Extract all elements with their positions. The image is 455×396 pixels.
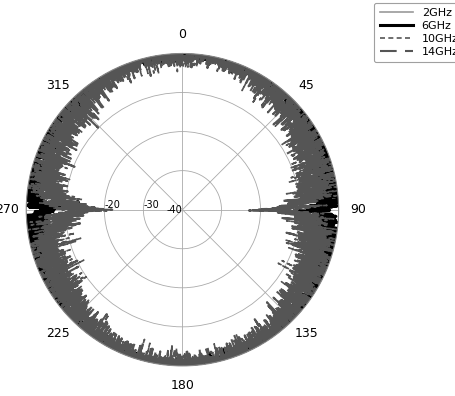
6GHz [181,51,186,56]
2GHz [179,53,185,58]
10GHz [92,78,97,83]
10GHz [104,209,109,213]
6GHz [327,173,333,178]
14GHz [331,173,337,177]
6GHz [318,234,324,238]
10GHz [179,61,185,66]
14GHz [86,327,92,332]
2GHz [84,330,90,335]
2GHz [72,318,77,323]
10GHz [179,61,185,66]
10GHz [79,312,84,316]
2GHz [316,176,322,181]
6GHz [71,319,77,324]
10GHz [181,51,186,56]
6GHz [84,331,89,335]
Line: 2GHz: 2GHz [45,55,319,364]
14GHz [179,59,185,64]
14GHz [96,85,102,89]
14GHz [246,208,251,213]
10GHz [303,179,308,184]
6GHz [179,51,184,56]
2GHz [179,53,184,58]
10GHz [306,231,311,236]
Line: 6GHz: 6GHz [26,53,338,366]
2GHz [313,232,318,237]
14GHz [179,52,184,57]
10GHz [179,51,184,56]
Text: -40: -40 [167,205,182,215]
2GHz [179,53,184,58]
6GHz [179,55,184,60]
2GHz [96,84,101,89]
10GHz [84,331,90,336]
Line: 14GHz: 14GHz [28,53,334,366]
Line: 10GHz: 10GHz [27,53,337,366]
2GHz [287,208,293,212]
Legend: 2GHz, 6GHz, 10GHz, 14GHz: 2GHz, 6GHz, 10GHz, 14GHz [373,3,455,62]
2GHz [244,65,249,70]
6GHz [92,78,97,83]
14GHz [181,51,187,56]
6GHz [296,209,301,213]
6GHz [179,55,185,60]
14GHz [81,308,87,313]
14GHz [179,56,185,61]
14GHz [305,231,310,236]
